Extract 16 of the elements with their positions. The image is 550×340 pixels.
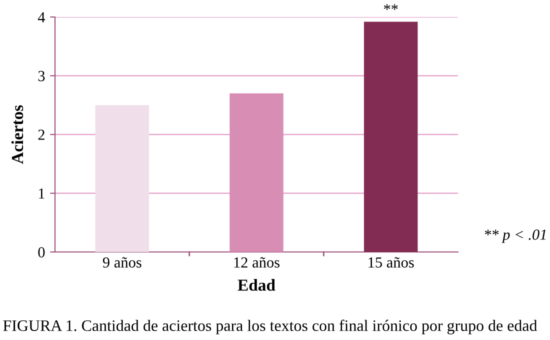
- annotation: **: [384, 4, 398, 10]
- y-tick-label: 3: [38, 70, 45, 82]
- x-axis-title: Edad: [238, 279, 276, 291]
- x-tick-label: 12 años: [234, 257, 280, 268]
- y-tick-label: 2: [38, 130, 44, 140]
- bar: [364, 22, 418, 252]
- y-tick-label: 0: [38, 247, 45, 258]
- x-tick-label: 15 años: [368, 257, 414, 268]
- text: FIGURA 1. Cantidad de aciertos para los textos con final irónico por grupo de edad: [3, 320, 538, 334]
- y-tick-label: 1: [38, 188, 44, 199]
- text: ** p < .01: [484, 230, 546, 243]
- x-tick-label: 9 años: [102, 257, 142, 268]
- y-tick-label: 4: [38, 12, 46, 22]
- y-axis-title: Aciertos: [11, 105, 24, 164]
- bar: [95, 105, 150, 252]
- bar: [230, 93, 284, 252]
